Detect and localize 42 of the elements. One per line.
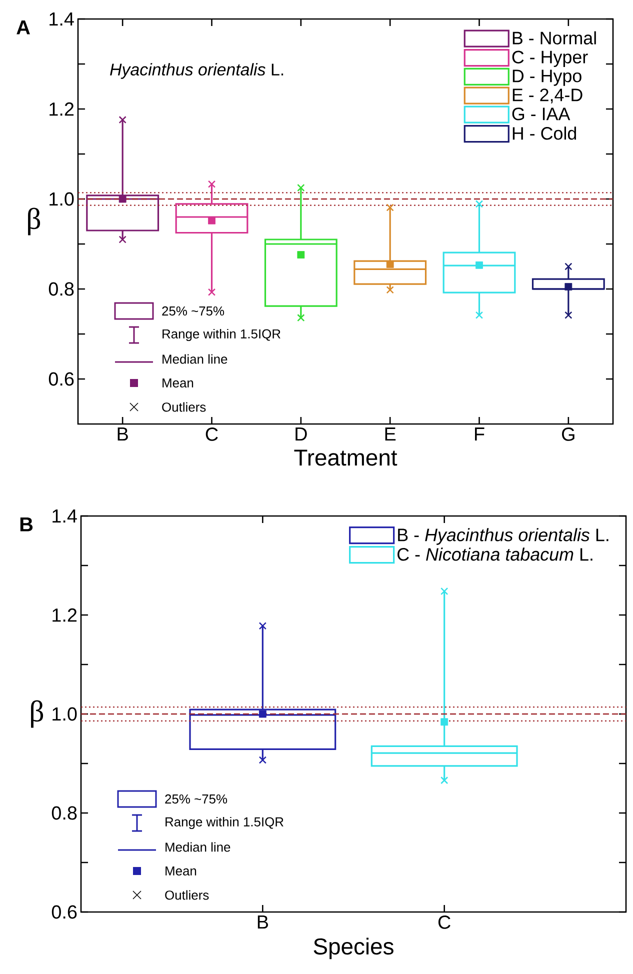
x-tick-label: C [206,428,218,441]
y-tick-label: 1.4 [52,509,77,523]
annotation: 25% ~75% [162,306,224,316]
y-tick-label: 0.6 [48,372,74,386]
y-tick-label: 1.2 [50,102,74,116]
annotation: Median line [162,354,228,364]
legend-label: C - Nicotiana tabacum L. [398,548,592,561]
y-tick-label: 0.8 [48,282,74,296]
annotation: 25% ~75% [165,794,228,804]
annotation: Outliers [162,402,206,412]
legend-label: E - 2,4-D [512,88,582,104]
annotation: Outliers [165,890,209,900]
y-tick-label: 1.0 [52,707,77,721]
legend-label: G - IAA [512,108,570,120]
x-tick-label: F [475,428,484,441]
chart-title: A [16,20,30,34]
y-axis-title: β [31,700,44,728]
x-tick-label: B [118,428,128,441]
annotation: Hyacinthus orientalis L. [110,63,284,79]
x-axis-title: Treatment [294,450,398,466]
x-tick-label: E [385,428,396,441]
x-axis-title: Species [314,938,394,960]
legend-label: B - Normal [512,31,596,44]
x-tick-label: G [562,428,574,441]
y-tick-label: 0.8 [52,806,77,820]
legend-label: B - Hyacinthus orientalis L. [398,528,608,545]
y-tick-label: 1.4 [50,12,74,26]
y-tick-label: 1.2 [52,608,77,622]
legend-label: C - Hyper [512,50,588,67]
x-tick-label: D [296,428,307,441]
chart-title: B [20,518,33,532]
annotation: Range within 1.5IQR [166,816,284,830]
y-tick-label: 1.0 [50,192,74,206]
x-tick-label: C [438,916,450,929]
annotation: Range within 1.5IQR [162,328,280,342]
annotation: Mean [166,866,196,876]
annotation: Mean [162,378,194,388]
legend-label: D - Hypo [512,70,582,86]
y-axis-title: β [28,208,40,236]
annotation: Median line [166,842,230,852]
legend-label: H - Cold [512,126,576,140]
y-tick-label: 0.6 [52,905,77,919]
